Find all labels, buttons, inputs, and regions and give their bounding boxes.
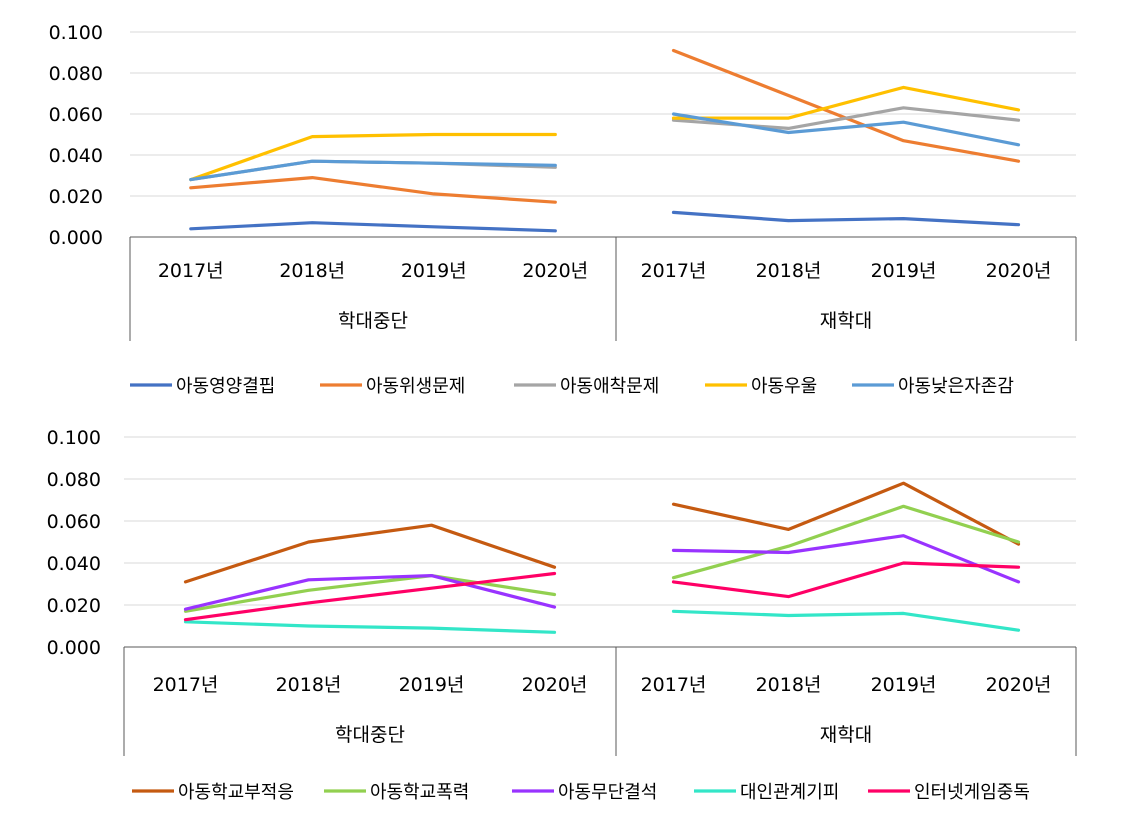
series-line [183, 620, 557, 634]
y-tick-label: 0.020 [49, 186, 103, 208]
x-tick-label: 2017년 [641, 674, 707, 696]
x-tick-label: 2018년 [756, 674, 822, 696]
y-tick-label: 0.000 [47, 637, 101, 659]
series-line [671, 609, 1021, 632]
x-tick-label: 2018년 [756, 260, 822, 282]
x-group-label: 재학대 [820, 310, 872, 332]
y-tick-label: 0.040 [49, 145, 103, 167]
legend-label: 아동애착문제 [560, 376, 659, 397]
series-line [671, 112, 1021, 147]
y-tick-label: 0.020 [47, 595, 101, 617]
legend-label: 아동위생문제 [366, 376, 465, 397]
x-tick-label: 2019년 [871, 674, 937, 696]
x-tick-label: 2017년 [153, 674, 219, 696]
series-line [183, 573, 557, 611]
series-line [189, 176, 557, 204]
x-tick-label: 2020년 [986, 674, 1052, 696]
y-tick-label: 0.000 [49, 227, 103, 249]
x-group-label: 재학대 [820, 724, 872, 746]
series-line [183, 571, 557, 622]
series-line [671, 481, 1021, 546]
x-group-label: 학대중단 [335, 724, 405, 746]
series-line [671, 504, 1021, 580]
series-line [183, 573, 557, 613]
legend-label: 인터넷게임중독 [914, 782, 1030, 803]
legend-label: 아동영양결핍 [176, 376, 275, 397]
series-line [189, 159, 557, 182]
series-line [671, 534, 1021, 584]
x-tick-label: 2018년 [279, 260, 345, 282]
series-line [671, 85, 1021, 120]
y-tick-label: 0.040 [47, 553, 101, 575]
y-tick-label: 0.080 [49, 63, 103, 85]
legend-label: 아동학교폭력 [370, 782, 469, 803]
series-line [189, 132, 557, 182]
chart-panel-1: 0.000 0.020 0.040 0.060 0.080 0.100 2017년 2018년… [49, 22, 1077, 397]
x-tick-label: 2020년 [522, 674, 588, 696]
series-line [671, 210, 1021, 227]
y-tick-label: 0.060 [49, 104, 103, 126]
x-tick-label: 2020년 [986, 260, 1052, 282]
x-tick-label: 2018년 [276, 674, 342, 696]
legend-label: 대인관계기피 [740, 782, 839, 803]
x-tick-label: 2017년 [641, 260, 707, 282]
y-tick-label: 0.080 [47, 469, 101, 491]
x-tick-label: 2017년 [158, 260, 224, 282]
series-line [671, 561, 1021, 599]
y-tick-label: 0.100 [47, 427, 101, 449]
x-group-label: 학대중단 [338, 310, 408, 332]
chart-panel-2: 0.000 0.020 0.040 0.060 0.080 0.100 2017년 2018년… [47, 427, 1077, 803]
series-line [671, 48, 1021, 163]
legend-label: 아동우울 [751, 376, 817, 397]
y-tick-label: 0.060 [47, 511, 101, 533]
x-tick-label: 2020년 [522, 260, 588, 282]
x-tick-label: 2019년 [399, 674, 465, 696]
legend-label: 아동학교부적응 [178, 782, 294, 803]
y-tick-label: 0.100 [49, 22, 103, 44]
legend-label: 아동낮은자존감 [898, 376, 1014, 397]
x-tick-label: 2019년 [871, 260, 937, 282]
legend-label: 아동무단결석 [558, 782, 657, 803]
x-tick-label: 2019년 [401, 260, 467, 282]
series-line [183, 523, 557, 584]
series-line [189, 221, 557, 233]
